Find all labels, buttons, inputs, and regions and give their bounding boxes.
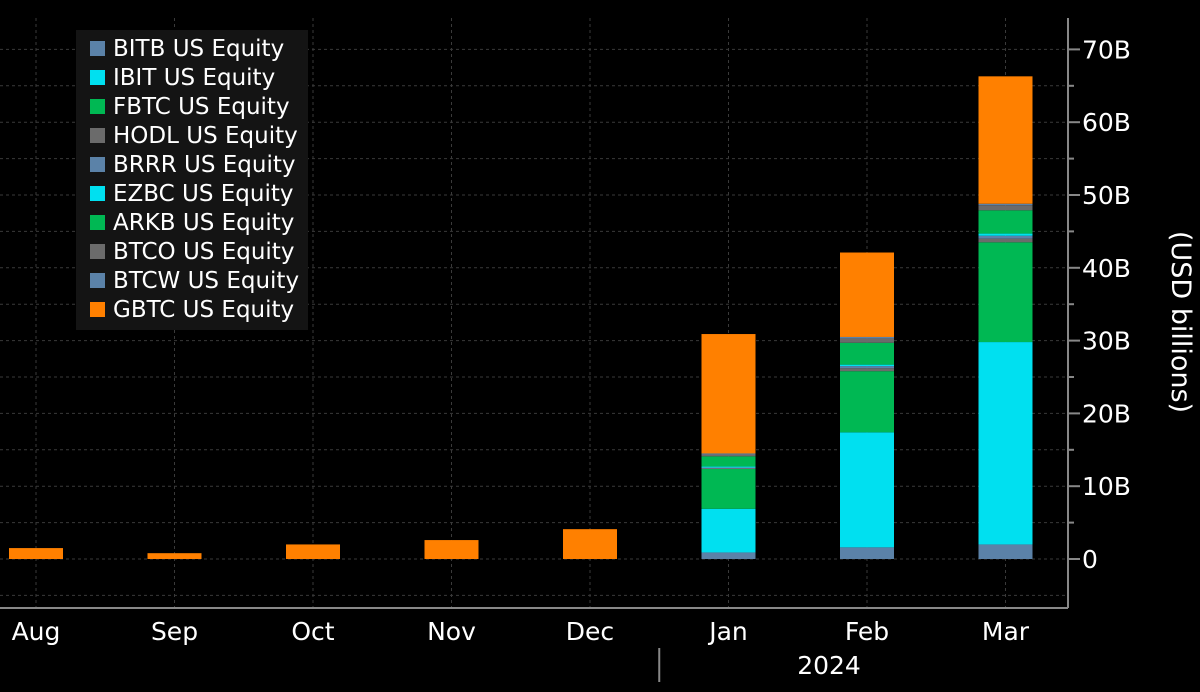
legend-swatch: [90, 186, 105, 201]
bar-segment-fbtc-feb: [840, 371, 894, 433]
legend-swatch: [90, 157, 105, 172]
bar-segment-hodl-feb: [840, 368, 894, 372]
bar-segment-arkb-mar: [978, 210, 1033, 234]
legend-entry: FBTC US Equity: [113, 94, 290, 120]
y-tick-label: 30B: [1082, 327, 1131, 356]
legend-entry: EZBC US Equity: [113, 181, 294, 207]
x-tick-label: Sep: [151, 617, 198, 646]
bar-segment-btco-feb: [840, 338, 894, 343]
legend-swatch: [90, 70, 105, 85]
bar-segment-btco-mar: [978, 205, 1033, 211]
bar-segment-arkb-jan: [701, 456, 756, 467]
y-tick-label: 10B: [1082, 472, 1131, 501]
bar-segment-gbtc-sep: [147, 553, 202, 559]
bar-segment-hodl-jan: [701, 468, 756, 469]
bar-segment-bitb-feb: [840, 547, 894, 559]
bar-segment-gbtc-aug: [9, 548, 63, 559]
legend-entry: BRRR US Equity: [113, 152, 296, 178]
bar-segment-gbtc-jan: [701, 334, 756, 454]
bar-segment-gbtc-oct: [286, 544, 340, 559]
y-tick-label: 20B: [1082, 399, 1131, 428]
axes: 0 10B 20B 30B 40B 50B 60B 70B Aug Sep Oct Nov Dec Jan…: [0, 18, 1131, 682]
bar-segment-btcw-feb: [840, 336, 894, 339]
legend-swatch: [90, 244, 105, 259]
legend-swatch: [90, 128, 105, 143]
bar-segment-fbtc-mar: [978, 242, 1033, 343]
x-tick-label: Jan: [707, 617, 748, 646]
bar-segment-hodl-mar: [978, 238, 1033, 243]
x-tick-label: Feb: [845, 617, 889, 646]
x-tick-label: Nov: [427, 617, 476, 646]
bars: [9, 76, 1033, 559]
bar-segment-ezbc-jan: [701, 466, 756, 468]
legend-swatch: [90, 99, 105, 114]
bar-segment-ibit-mar: [978, 342, 1033, 545]
legend-entry: BTCW US Equity: [113, 268, 299, 294]
legend-swatch: [90, 302, 105, 317]
x-tick-label: Oct: [291, 617, 334, 646]
bar-segment-brrr-feb: [840, 366, 894, 369]
x-tick-label: Dec: [566, 617, 614, 646]
bar-segment-ibit-feb: [840, 432, 894, 548]
bar-segment-brrr-mar: [978, 235, 1033, 239]
bar-segment-brrr-jan: [701, 467, 756, 469]
legend-entry: ARKB US Equity: [113, 210, 294, 236]
bar-segment-ezbc-feb: [840, 364, 894, 367]
bar-segment-gbtc-mar: [978, 76, 1033, 204]
y-tick-label: 60B: [1082, 108, 1131, 137]
legend-entry: BTCO US Equity: [113, 239, 294, 265]
bar-segment-ezbc-mar: [978, 233, 1033, 236]
legend-entry: BITB US Equity: [113, 36, 284, 62]
legend-entry: HODL US Equity: [113, 123, 298, 149]
legend-swatch: [90, 41, 105, 56]
x-tick-label: Mar: [982, 617, 1030, 646]
bar-segment-fbtc-jan: [701, 468, 756, 509]
bar-segment-ibit-jan: [701, 508, 756, 553]
legend-swatch: [90, 273, 105, 288]
bar-segment-bitb-mar: [978, 544, 1033, 559]
y-axis-label: (USD billions): [1165, 231, 1196, 413]
bar-segment-btcw-jan: [701, 453, 756, 455]
bar-segment-btco-jan: [701, 454, 756, 457]
y-tick-label: 40B: [1082, 254, 1131, 283]
bar-segment-btcw-mar: [978, 203, 1033, 206]
legend-entry: IBIT US Equity: [113, 65, 275, 91]
bar-segment-arkb-feb: [840, 342, 894, 365]
bar-segment-gbtc-feb: [840, 252, 894, 337]
legend-entry: GBTC US Equity: [113, 297, 294, 323]
legend: BITB US Equity IBIT US Equity FBTC US Equi…: [76, 30, 308, 330]
bar-segment-gbtc-nov: [424, 540, 479, 559]
legend-swatch: [90, 215, 105, 230]
legend-box: [76, 30, 308, 330]
year-label: 2024: [797, 651, 861, 680]
y-tick-label: 0: [1082, 545, 1098, 574]
x-tick-label: Aug: [12, 617, 61, 646]
bar-segment-bitb-jan: [701, 552, 756, 559]
bar-segment-gbtc-dec: [563, 529, 617, 559]
y-tick-label: 50B: [1082, 181, 1131, 210]
y-tick-label: 70B: [1082, 35, 1131, 64]
